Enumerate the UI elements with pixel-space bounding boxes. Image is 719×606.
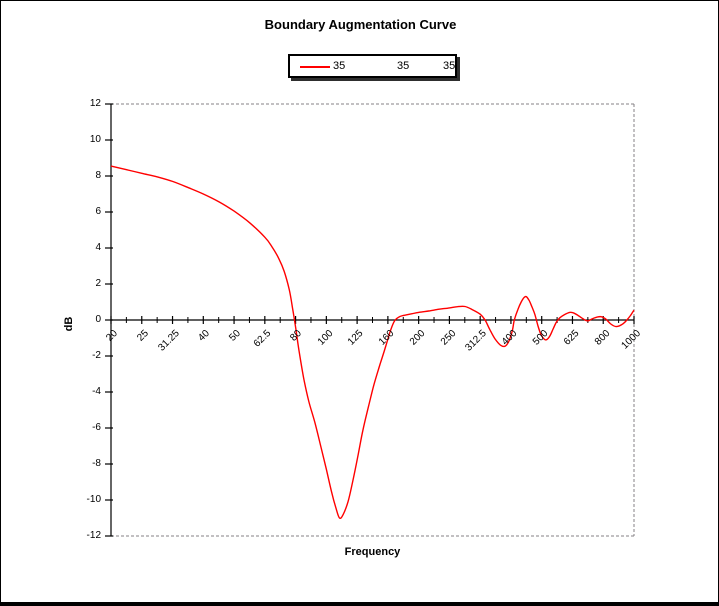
series-curve-35 <box>110 165 635 520</box>
legend-entry-1[interactable]: 35 <box>333 60 346 72</box>
y-tick-label: -4 <box>92 386 101 397</box>
legend-entry-3[interactable]: 35 <box>443 60 456 72</box>
y-tick-label: 10 <box>89 134 101 145</box>
y-axis-title: dB <box>63 316 75 332</box>
y-tick-label: 6 <box>95 206 101 217</box>
chart-title: Boundary Augmentation Curve <box>264 17 457 32</box>
legend[interactable]: 35 35 35 <box>288 54 457 78</box>
x-axis-title: Frequency <box>344 546 401 558</box>
legend-line-sample <box>300 66 330 68</box>
y-tick-label: 2 <box>95 278 101 289</box>
y-tick-label: 12 <box>89 98 101 109</box>
y-tick-label: -8 <box>92 458 101 469</box>
legend-entry-2[interactable]: 35 <box>397 60 410 72</box>
y-tick-label: 0 <box>95 314 101 325</box>
y-tick-label: 4 <box>95 242 101 253</box>
y-tick-label: -2 <box>92 350 101 361</box>
y-tick-label: -12 <box>86 530 101 541</box>
y-tick-label: -10 <box>86 494 101 505</box>
y-tick-label: 8 <box>95 170 101 181</box>
y-tick-label: -6 <box>92 422 101 433</box>
